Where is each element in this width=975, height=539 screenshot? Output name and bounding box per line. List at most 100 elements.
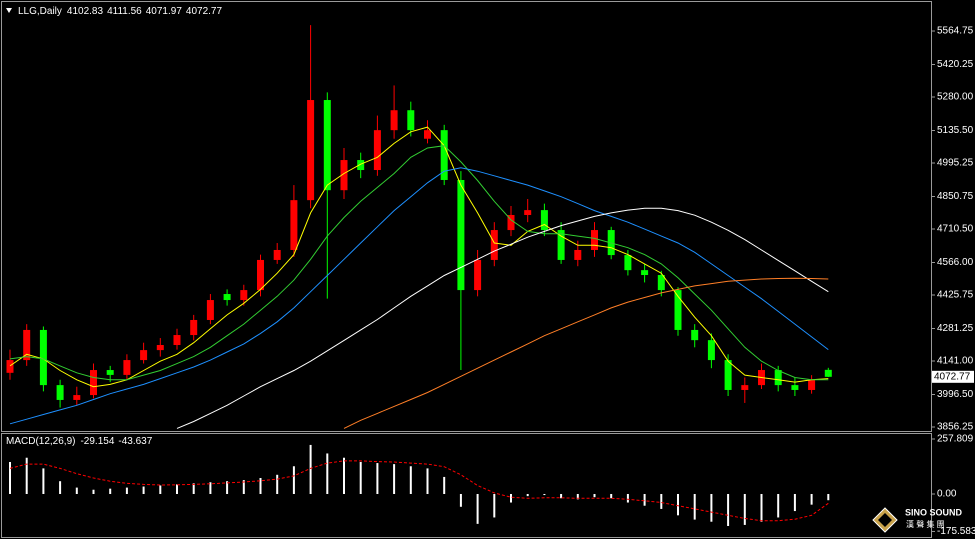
macd-bar bbox=[610, 493, 613, 499]
macd-bar bbox=[359, 461, 362, 494]
candle-body bbox=[206, 300, 214, 320]
candle-body bbox=[373, 130, 381, 171]
y-tick-label: 4566.00 bbox=[937, 257, 974, 268]
candle-body bbox=[23, 329, 31, 361]
y-tick-label: 5280.00 bbox=[937, 92, 974, 103]
candle-body bbox=[474, 259, 482, 291]
macd-bar bbox=[209, 482, 212, 494]
candle-body bbox=[39, 329, 47, 386]
macd-bar bbox=[727, 493, 730, 526]
low-value: 4071.97 bbox=[146, 6, 183, 17]
candle-body bbox=[156, 345, 164, 351]
macd-bar bbox=[376, 463, 379, 494]
macd-bar bbox=[643, 493, 646, 506]
y-tick-label: 4850.75 bbox=[937, 191, 974, 202]
candle-body bbox=[724, 360, 732, 390]
macd-bar bbox=[777, 493, 780, 518]
macd-bar bbox=[343, 457, 345, 494]
candle-body bbox=[223, 294, 231, 301]
moving-average bbox=[343, 277, 829, 429]
candle-body bbox=[407, 110, 415, 131]
candle-body bbox=[73, 395, 81, 400]
candle-body bbox=[340, 160, 348, 191]
candle-body bbox=[524, 210, 532, 215]
close-value: 4072.77 bbox=[186, 6, 223, 17]
candle-body bbox=[90, 370, 97, 396]
macd-bar bbox=[493, 493, 496, 518]
macd-bar bbox=[159, 485, 162, 494]
last-price-tag bbox=[932, 370, 974, 383]
candle-body bbox=[123, 360, 131, 375]
candle-body bbox=[707, 340, 715, 361]
macd-bar bbox=[42, 468, 45, 494]
candle-body bbox=[774, 370, 782, 386]
candle-body bbox=[140, 350, 148, 361]
macd-title: MACD(12,26,9) bbox=[6, 436, 75, 447]
candle-body bbox=[173, 335, 181, 346]
candle-body bbox=[257, 259, 264, 291]
macd-bar bbox=[176, 484, 178, 494]
macd-bar bbox=[459, 493, 462, 507]
y-tick-label: 4710.50 bbox=[937, 224, 974, 235]
macd-bar bbox=[59, 481, 62, 494]
macd-bar bbox=[75, 487, 78, 494]
y-tick-label: 4425.75 bbox=[937, 290, 974, 301]
y-tick-label: 5564.75 bbox=[937, 26, 974, 37]
macd-bar bbox=[326, 453, 329, 494]
y-tick-label: 3856.25 bbox=[937, 422, 974, 433]
candle-body bbox=[323, 100, 331, 191]
candle-body bbox=[424, 130, 431, 139]
candle-body bbox=[540, 210, 548, 231]
candle-body bbox=[808, 380, 816, 390]
candle-body bbox=[741, 385, 749, 390]
dropdown-arrow[interactable] bbox=[6, 8, 12, 13]
candle-body bbox=[657, 275, 665, 291]
macd-bar bbox=[25, 457, 28, 494]
candle-body bbox=[290, 200, 298, 250]
macd-bar bbox=[810, 493, 813, 505]
macd-bar bbox=[827, 493, 830, 501]
candle-body bbox=[691, 329, 699, 341]
logo: SINO SOUND 漢 聲 集 團 bbox=[872, 507, 963, 533]
macd-bar bbox=[543, 493, 546, 496]
candle-body bbox=[106, 370, 114, 375]
candle-body bbox=[457, 179, 465, 291]
macd-bar bbox=[443, 476, 446, 494]
macd-bar bbox=[309, 444, 312, 494]
y-tick-label: -175.583 bbox=[937, 526, 975, 537]
candle-body bbox=[824, 369, 832, 377]
candle-body bbox=[357, 160, 365, 171]
macd-bar bbox=[125, 487, 128, 494]
candle-body bbox=[507, 214, 515, 231]
candle-body bbox=[273, 249, 281, 260]
macd-header: MACD(12,26,9) -29.154 -43.637 bbox=[6, 436, 153, 447]
macd-bar bbox=[226, 481, 229, 494]
moving-average bbox=[9, 126, 829, 388]
signal-value: -43.637 bbox=[118, 436, 152, 447]
y-tick-label: 0.00 bbox=[937, 489, 957, 500]
macd-bar bbox=[660, 493, 663, 509]
macd-bar bbox=[393, 464, 396, 494]
last-price-label: 4072.77 bbox=[934, 371, 971, 382]
macd-value: -29.154 bbox=[80, 436, 114, 447]
macd-panel-frame bbox=[1, 433, 932, 538]
macd-bar bbox=[593, 493, 596, 498]
macd-bar bbox=[526, 493, 529, 497]
candle-body bbox=[240, 290, 248, 301]
macd-bar bbox=[9, 461, 11, 494]
candle-body bbox=[490, 230, 498, 260]
candle-body bbox=[557, 230, 565, 260]
macd-bar bbox=[476, 493, 479, 524]
macd-bar bbox=[109, 488, 112, 494]
macd-bar bbox=[793, 493, 796, 512]
y-tick-label: 4281.25 bbox=[937, 323, 974, 334]
macd-bar bbox=[710, 493, 713, 522]
macd-bar bbox=[760, 493, 763, 522]
symbol: LLG,Daily bbox=[18, 6, 62, 17]
candle-body bbox=[791, 385, 799, 390]
macd-bar bbox=[510, 493, 512, 503]
candle-body bbox=[624, 255, 632, 271]
macd-bar bbox=[142, 486, 145, 494]
